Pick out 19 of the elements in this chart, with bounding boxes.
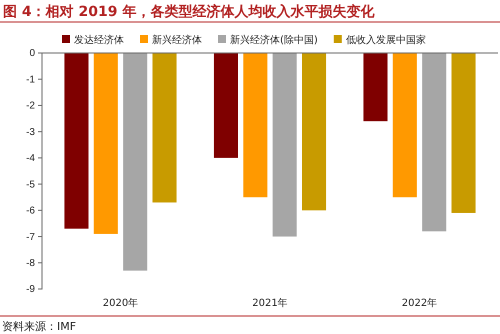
y-tick-label: -2: [26, 100, 36, 112]
legend-label: 新兴经济体(除中国): [230, 34, 318, 46]
y-tick-label: -5: [26, 179, 36, 190]
y-tick-label: -4: [26, 153, 36, 164]
legend-label: 低收入发展中国家: [346, 34, 426, 46]
x-tick-label: 2022年: [402, 297, 438, 309]
y-tick-label: -3: [26, 126, 36, 138]
x-tick-label: 2021年: [252, 297, 288, 309]
x-tick-label: 2020年: [102, 297, 138, 309]
y-tick-label: -9: [26, 284, 36, 296]
text: 资料来源：IMF: [2, 320, 76, 333]
legend-label: 新兴经济体: [152, 34, 202, 46]
y-tick-label: -1: [26, 74, 36, 86]
legend-label: 发达经济体: [74, 34, 124, 46]
y-tick-label: -7: [26, 232, 36, 243]
y-tick-label: -6: [26, 206, 36, 217]
y-tick-label: -8: [26, 258, 36, 269]
y-tick-label: 0: [29, 48, 36, 60]
chart-title: 图 4：相对 2019 年，各类型经济体人均收入水平损失变化: [3, 3, 376, 20]
